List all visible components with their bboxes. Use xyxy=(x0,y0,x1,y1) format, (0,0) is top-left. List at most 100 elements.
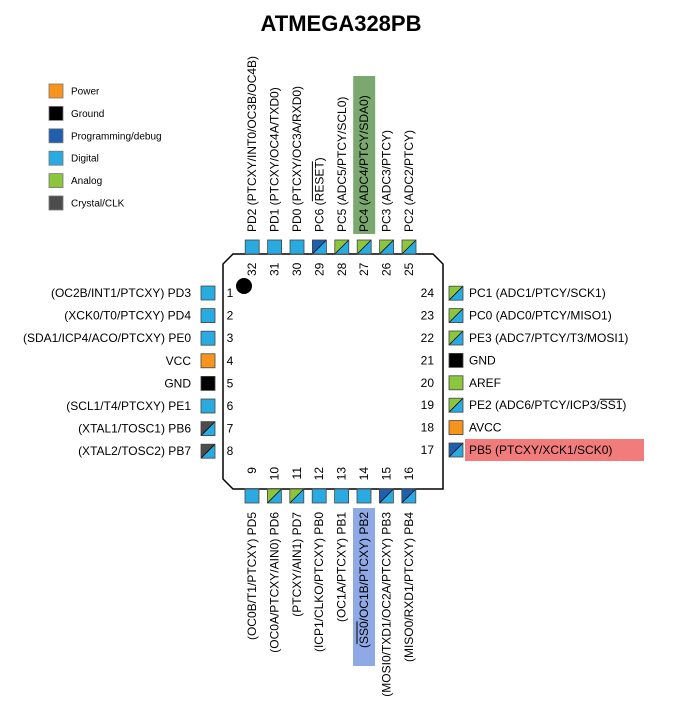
legend-label-digital: Digital xyxy=(71,154,99,165)
pin-number-27: 27 xyxy=(357,262,371,276)
pin-label-19: PE2 (ADC6/PTCY/ICP3/SS1) xyxy=(469,398,626,412)
pin-label-6: (SCL1/T4/PTCXY) PE1 xyxy=(66,399,191,413)
pin-22 xyxy=(448,330,464,346)
pin-18 xyxy=(448,420,464,436)
pin-label-16: (MISO0/RXD1/PTCXY) PB4 xyxy=(402,512,416,662)
pin-27 xyxy=(356,239,372,255)
pin-number-15: 15 xyxy=(379,467,393,481)
pin-label-4: VCC xyxy=(166,354,192,368)
legend-label-crystal: Crystal/CLK xyxy=(71,199,125,210)
pin-24 xyxy=(448,285,464,301)
pin-label-28: PC5 (ADC5/PTCY/SCL0) xyxy=(335,97,349,232)
pin-9 xyxy=(244,488,260,504)
pin-3 xyxy=(200,330,216,346)
pin-number-29: 29 xyxy=(312,262,326,276)
pin-number-13: 13 xyxy=(335,467,349,481)
pin-label-31: PD1 (PTCXY/OC4A/TXD0) xyxy=(268,87,282,232)
pin-23 xyxy=(448,308,464,324)
pin-number-28: 28 xyxy=(335,262,349,276)
pin-12 xyxy=(311,488,327,504)
pin-number-11: 11 xyxy=(290,467,304,480)
pin-2 xyxy=(200,308,216,324)
pin-label-26: PC3 (ADC3/PTCY) xyxy=(380,130,394,232)
legend-swatch-digital xyxy=(48,150,64,166)
diagram-title: ATMEGA328PB xyxy=(261,11,422,36)
pin-7 xyxy=(200,421,216,437)
pin-4 xyxy=(200,353,216,369)
legend-label-power: Power xyxy=(71,87,100,98)
highlights-layer xyxy=(353,76,644,666)
pin-label-3: (SDA1/ICP4/ACO/PTCXY) PE0 xyxy=(23,331,191,345)
pin-number-21: 21 xyxy=(421,353,435,367)
pin-label-24: PC1 (ADC1/PTCY/SCK1) xyxy=(469,286,606,300)
pin-13 xyxy=(334,488,350,504)
pin-number-25: 25 xyxy=(402,262,416,276)
pin-30 xyxy=(289,239,305,255)
pin-number-7: 7 xyxy=(227,422,234,436)
pin-number-1: 1 xyxy=(227,286,234,300)
pin-label-29: PC6 (RESET) xyxy=(312,157,326,232)
pins-layer: 1 (OC2B/INT1/PTCXY) PD3 2 (XCK0/T0/PTCXY) P… xyxy=(23,56,628,697)
pin-number-22: 22 xyxy=(421,331,435,345)
pin-31 xyxy=(267,239,283,255)
legend: Power Ground Programming/debug Digital Analo… xyxy=(48,83,162,211)
pin-label-25: PC2 (ADC2/PTCY) xyxy=(402,130,416,232)
legend-swatch-analog xyxy=(48,173,64,189)
pin-25 xyxy=(401,239,417,255)
legend-swatch-power xyxy=(48,83,64,99)
pin-number-30: 30 xyxy=(290,262,304,276)
highlight-pin-14 xyxy=(353,508,375,666)
pin-15 xyxy=(378,488,394,504)
legend-swatch-programming xyxy=(48,128,64,144)
pin-21 xyxy=(448,352,464,368)
pin-label-27: PC4 (ADC4/PTCY/SDA0) xyxy=(357,95,371,232)
pin-number-2: 2 xyxy=(227,309,234,323)
pin-label-7: (XTAL1/TOSC1) PB6 xyxy=(78,422,191,436)
pin-label-5: GND xyxy=(164,376,191,390)
pin-number-31: 31 xyxy=(268,262,282,276)
pin-6 xyxy=(200,398,216,414)
pin-number-16: 16 xyxy=(402,467,416,481)
pin-label-13: (OC1A/PTCXY) PB1 xyxy=(335,512,349,622)
pin-number-4: 4 xyxy=(227,354,234,368)
pin-number-14: 14 xyxy=(357,467,371,481)
pin-number-3: 3 xyxy=(227,331,234,345)
pin-label-1: (OC2B/INT1/PTCXY) PD3 xyxy=(51,286,191,300)
legend-label-ground: Ground xyxy=(71,109,104,120)
chip-package xyxy=(222,253,444,490)
pin-number-23: 23 xyxy=(421,309,435,323)
pin-label-22: PE3 (ADC7/PTCY/T3/MOSI1) xyxy=(469,331,628,345)
pin-label-20: AREF xyxy=(469,376,501,390)
pin-10 xyxy=(266,488,282,504)
pin-label-15: (MOSI0/TXD1/OC2A/PTCXY) PB3 xyxy=(379,512,393,697)
pin-5 xyxy=(200,375,216,391)
pin-number-26: 26 xyxy=(380,262,394,276)
pin-number-32: 32 xyxy=(245,262,259,276)
pin-label-11: (PTCXY/AIN1) PD7 xyxy=(290,512,304,617)
pin-label-2: (XCK0/T0/PTCXY) PD4 xyxy=(64,309,191,323)
pin-label-12: (ICP1/CLKO/PTCXY) PB0 xyxy=(312,512,326,652)
legend-swatch-crystal xyxy=(48,195,64,211)
pin-label-8: (XTAL2/TOSC2) PB7 xyxy=(78,444,191,458)
pin-label-14: (SS0/OC1B/PTCXY) PB2 xyxy=(357,512,371,648)
legend-label-analog: Analog xyxy=(71,176,102,187)
pin-label-23: PC0 (ADC0/PTCY/MISO1) xyxy=(469,309,612,323)
pin-16 xyxy=(401,488,417,504)
legend-swatch-ground xyxy=(48,106,64,121)
pin-number-9: 9 xyxy=(245,467,259,474)
pin-label-18: AVCC xyxy=(469,421,502,435)
pin-28 xyxy=(334,239,350,255)
highlight-pin-17 xyxy=(465,439,644,461)
pin-label-9: (OC0B/T1/PTCXY) PD5 xyxy=(245,512,259,640)
pin1-marker-dot xyxy=(236,278,252,294)
pin-label-17: PB5 (PTCXY/XCK1/SCK0) xyxy=(469,443,612,457)
pin-number-19: 19 xyxy=(421,398,435,412)
pin-number-8: 8 xyxy=(227,444,234,458)
legend-label-programming: Programming/debug xyxy=(71,131,162,142)
pin-label-30: PD0 (PTCXY/OC3A/RXD0) xyxy=(290,86,304,232)
pin-number-6: 6 xyxy=(227,399,234,413)
pin-label-10: (OC0A/PTCXY/AIN0) PD6 xyxy=(267,512,281,653)
highlight-pin-27 xyxy=(353,76,376,234)
pin-26 xyxy=(379,239,395,255)
